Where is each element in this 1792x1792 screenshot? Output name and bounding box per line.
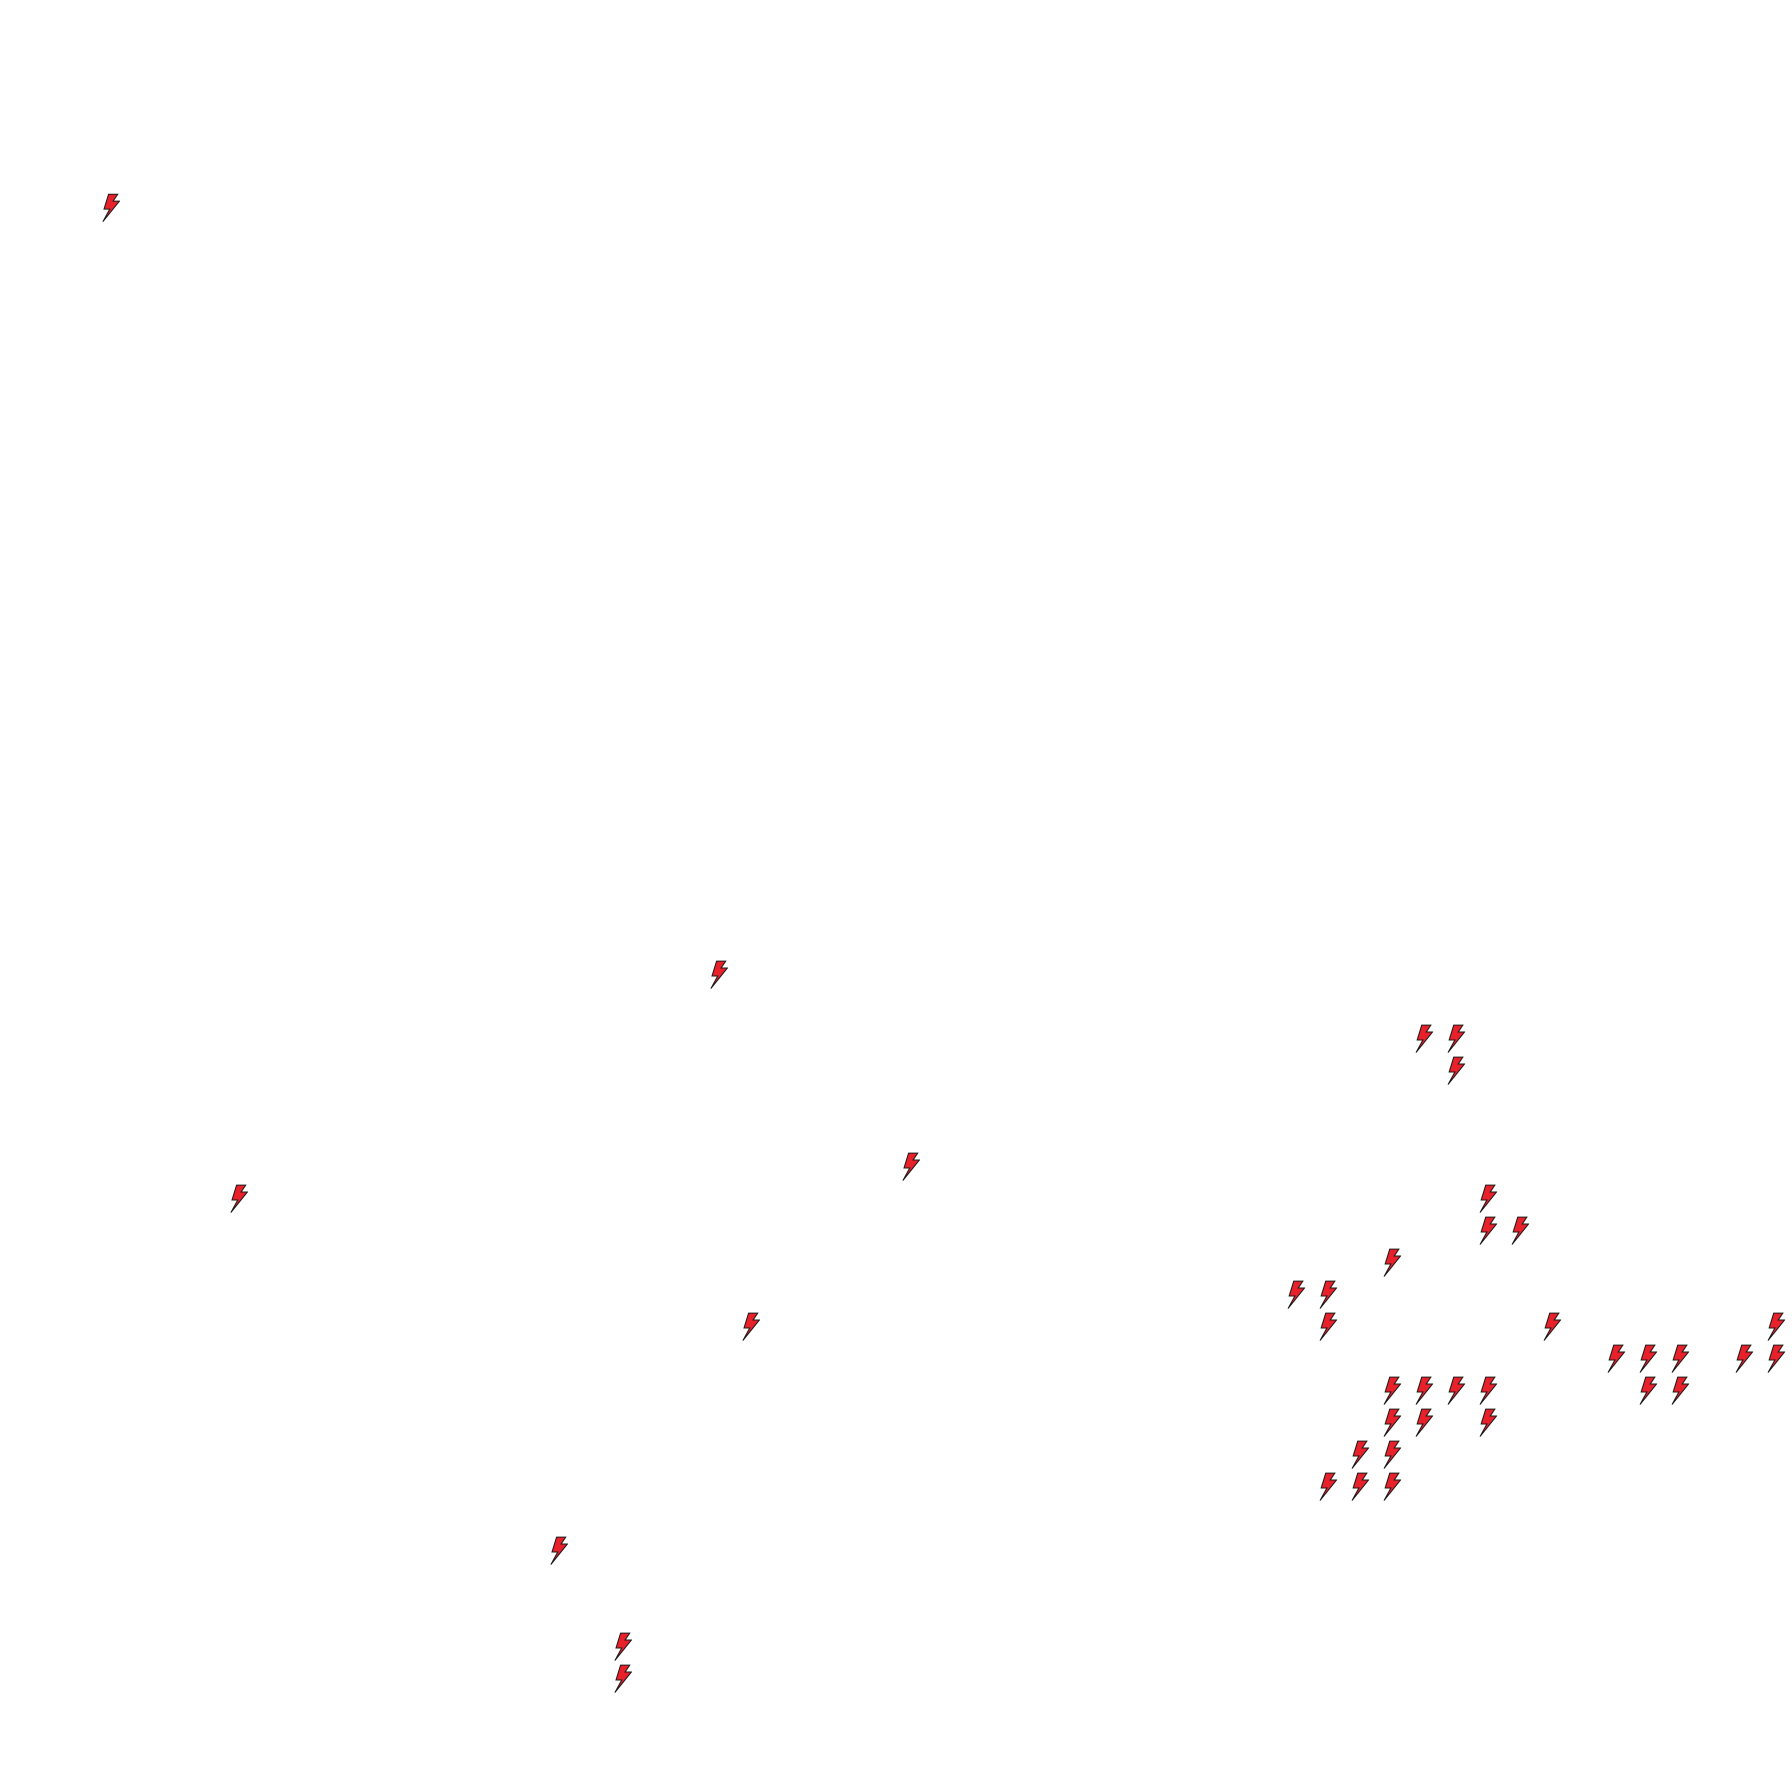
lightning-marker — [1384, 1409, 1401, 1436]
lightning-marker — [1480, 1185, 1497, 1212]
lightning-marker — [1480, 1377, 1497, 1404]
lightning-marker — [1768, 1345, 1785, 1372]
lightning-marker — [1352, 1441, 1369, 1468]
lightning-marker — [551, 1537, 568, 1564]
lightning-marker — [743, 1313, 760, 1340]
lightning-marker — [1384, 1441, 1401, 1468]
lightning-marker — [1320, 1281, 1337, 1308]
lightning-marker — [615, 1665, 632, 1692]
lightning-marker — [711, 961, 728, 988]
lightning-marker — [1672, 1377, 1689, 1404]
lightning-marker — [1512, 1217, 1529, 1244]
lightning-marker — [1480, 1409, 1497, 1436]
lightning-marker — [1448, 1057, 1465, 1084]
lightning-marker — [1768, 1313, 1785, 1340]
lightning-marker — [903, 1153, 920, 1180]
lightning-marker — [1384, 1377, 1401, 1404]
lightning-marker — [1480, 1217, 1497, 1244]
lightning-marker — [1320, 1313, 1337, 1340]
lightning-marker — [1448, 1025, 1465, 1052]
lightning-marker — [1736, 1345, 1753, 1372]
lightning-marker — [1640, 1345, 1657, 1372]
lightning-marker — [1608, 1345, 1625, 1372]
lightning-marker — [1416, 1377, 1433, 1404]
lightning-marker — [1640, 1377, 1657, 1404]
lightning-marker — [1320, 1473, 1337, 1500]
lightning-marker — [1416, 1409, 1433, 1436]
lightning-markers — [103, 194, 1785, 1692]
lightning-marker — [103, 194, 120, 221]
lightning-marker — [1384, 1249, 1401, 1276]
lightning-marker — [231, 1185, 248, 1212]
lightning-marker — [1288, 1281, 1305, 1308]
lightning-marker — [1384, 1473, 1401, 1500]
lightning-marker — [1544, 1313, 1561, 1340]
lightning-marker — [1672, 1345, 1689, 1372]
lightning-marker — [1416, 1025, 1433, 1052]
lightning-marker — [615, 1633, 632, 1660]
lightning-marker — [1352, 1473, 1369, 1500]
lightning-marker — [1448, 1377, 1465, 1404]
